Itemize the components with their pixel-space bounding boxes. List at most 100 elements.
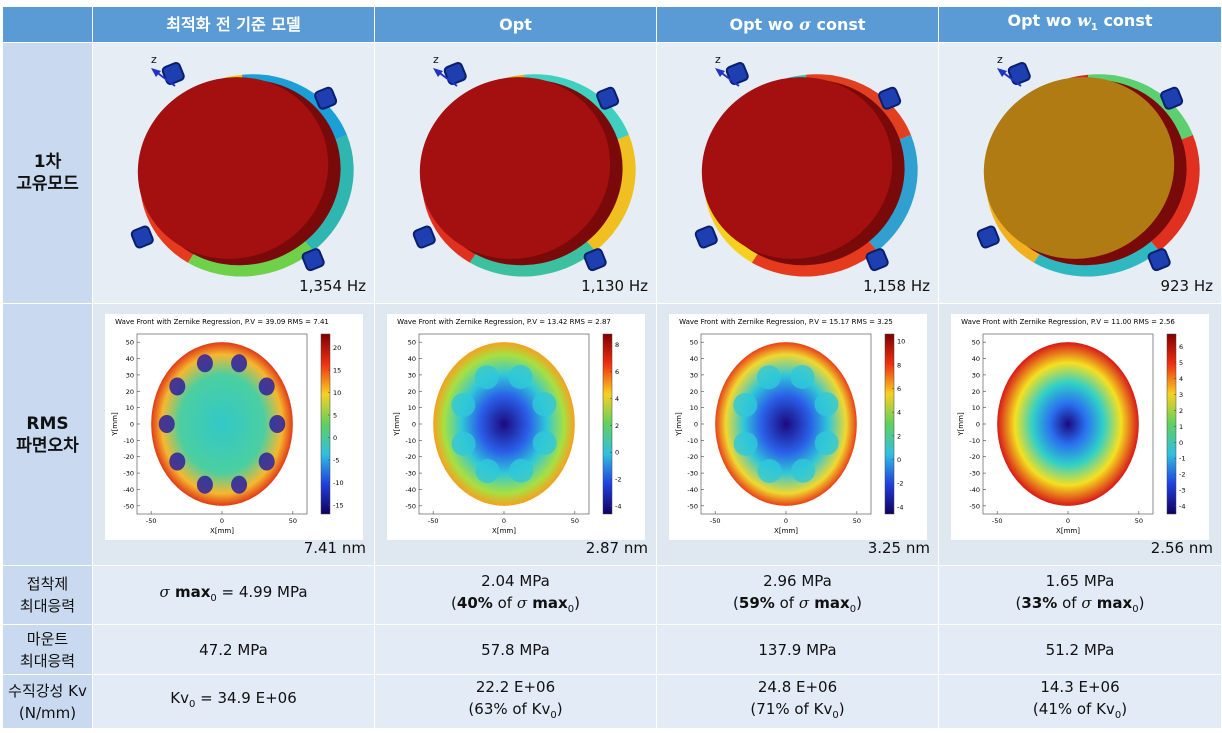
- lobe: [758, 459, 782, 483]
- text: σ: [799, 15, 811, 34]
- cell: 22.2 E+06(63% of Kv0): [375, 675, 657, 729]
- mode-shape: [375, 43, 656, 303]
- wavefront-plot: Wave Front with Zernike Regression, P.V …: [951, 314, 1209, 540]
- colorbar: [1167, 334, 1176, 514]
- text: ): [557, 700, 563, 718]
- mode-shape-image: z: [93, 43, 374, 303]
- text: const: [1098, 11, 1153, 30]
- y-tick-label: 20: [126, 388, 134, 396]
- text-line: 최적화 전 기준 모델: [93, 14, 374, 36]
- colorbar-tick-label: -10: [333, 479, 344, 487]
- x-tick-label: -50: [428, 517, 439, 525]
- mount: [695, 225, 718, 248]
- mode-shape-image: z: [939, 43, 1220, 303]
- text: ): [1139, 594, 1145, 612]
- low-spot: [197, 354, 213, 372]
- plot-title: Wave Front with Zernike Regression, P.V …: [961, 318, 1175, 326]
- colorbar-tick-label: 1: [1179, 423, 1183, 431]
- text: 2.04 MPa: [481, 572, 550, 590]
- text: Opt: [499, 15, 532, 34]
- text: of: [1057, 594, 1081, 612]
- text: 최적화 전 기준 모델: [166, 15, 300, 34]
- axis-arrowhead: [997, 68, 1007, 77]
- text-line: 1.65 MPa: [939, 570, 1221, 592]
- column-header: 최적화 전 기준 모델: [93, 7, 375, 43]
- text-line: (33% of σ max0): [939, 592, 1221, 621]
- axis-arrowhead: [151, 68, 161, 77]
- text: 59%: [739, 594, 775, 612]
- row-label: 접착제최대응력: [3, 566, 93, 625]
- header-row: 최적화 전 기준 모델 Opt Opt wo σ constOpt wo w1 co…: [3, 7, 1222, 43]
- colorbar-tick-label: -15: [333, 502, 344, 510]
- cell: z1,130 Hz: [375, 43, 657, 304]
- y-tick-label: 30: [972, 371, 980, 379]
- colorbar-tick-label: 5: [1179, 359, 1183, 367]
- text: Opt wo: [1008, 11, 1078, 30]
- y-tick-label: -10: [969, 437, 980, 445]
- wavefront-plot: Wave Front with Zernike Regression, P.V …: [669, 314, 927, 540]
- text: 33%: [1021, 594, 1057, 612]
- y-tick-label: 0: [694, 421, 698, 429]
- wavefront-map: [715, 342, 857, 506]
- wavefront-map: [997, 342, 1139, 506]
- y-tick-label: 10: [126, 404, 134, 412]
- colorbar-tick-label: -2: [615, 476, 621, 484]
- x-tick-label: -50: [710, 517, 721, 525]
- lobe: [815, 431, 839, 455]
- low-spot: [197, 476, 213, 494]
- colorbar-tick-label: 10: [333, 389, 341, 397]
- text: 40%: [457, 594, 493, 612]
- plot-title: Wave Front with Zernike Regression, P.V …: [397, 318, 611, 326]
- table-row: 접착제최대응력σ max0 = 4.99 MPa2.04 MPa(40% of …: [3, 566, 1222, 625]
- text: 파면오차: [16, 436, 79, 456]
- y-tick-label: -20: [405, 453, 416, 461]
- text-line: 1차: [3, 151, 92, 173]
- y-tick-label: 20: [690, 388, 698, 396]
- text-line: 고유모드: [3, 173, 92, 195]
- lobe: [476, 459, 500, 483]
- y-tick-label: -40: [405, 486, 416, 494]
- mount: [444, 62, 467, 85]
- wavefront-map: [433, 342, 575, 506]
- text-line: 최대응력: [3, 650, 92, 672]
- colorbar-tick-label: 5: [333, 412, 337, 420]
- column-header: Opt: [375, 7, 657, 43]
- text-line: (59% of σ max0): [657, 592, 938, 621]
- text-line: 47.2 MPa: [93, 639, 374, 661]
- frequency: 1,158 Hz: [863, 277, 930, 295]
- colorbar-tick-label: 3: [1179, 391, 1183, 399]
- y-tick-label: 0: [412, 421, 416, 429]
- colorbar-tick-label: -3: [1179, 487, 1185, 495]
- text-line: RMS: [3, 413, 92, 435]
- y-tick-label: 30: [690, 371, 698, 379]
- cell: z1,354 Hz: [93, 43, 375, 304]
- text: ): [856, 594, 862, 612]
- plot-title: Wave Front with Zernike Regression, P.V …: [115, 318, 329, 326]
- colorbar-tick-label: 2: [1179, 407, 1183, 415]
- x-tick-label: 0: [502, 517, 506, 525]
- colorbar-tick-label: 2: [615, 422, 619, 430]
- y-tick-label: -30: [969, 470, 980, 478]
- x-tick-label: 50: [1135, 517, 1143, 525]
- text-line: 137.9 MPa: [657, 639, 938, 661]
- text-line: Opt wo w1 const: [939, 10, 1221, 39]
- x-tick-label: 0: [784, 517, 788, 525]
- lobe: [508, 365, 532, 389]
- page: Comparison {"header":{"columns":[ [["최적화…: [0, 0, 1222, 733]
- axis-label: z: [433, 53, 439, 66]
- text: of: [775, 594, 799, 612]
- x-tick-label: 0: [1066, 517, 1070, 525]
- mount: [1008, 62, 1031, 85]
- text: max: [170, 583, 211, 601]
- colorbar-tick-label: 0: [615, 449, 619, 457]
- lobe: [475, 365, 499, 389]
- colorbar-tick-label: 6: [897, 385, 901, 393]
- lobe: [790, 365, 814, 389]
- text-line: 2.04 MPa: [375, 570, 656, 592]
- text: Kv: [170, 689, 189, 707]
- mode-shape: [657, 43, 938, 303]
- wavefront-plot: Wave Front with Zernike Regression, P.V …: [387, 314, 645, 540]
- text: max: [527, 594, 568, 612]
